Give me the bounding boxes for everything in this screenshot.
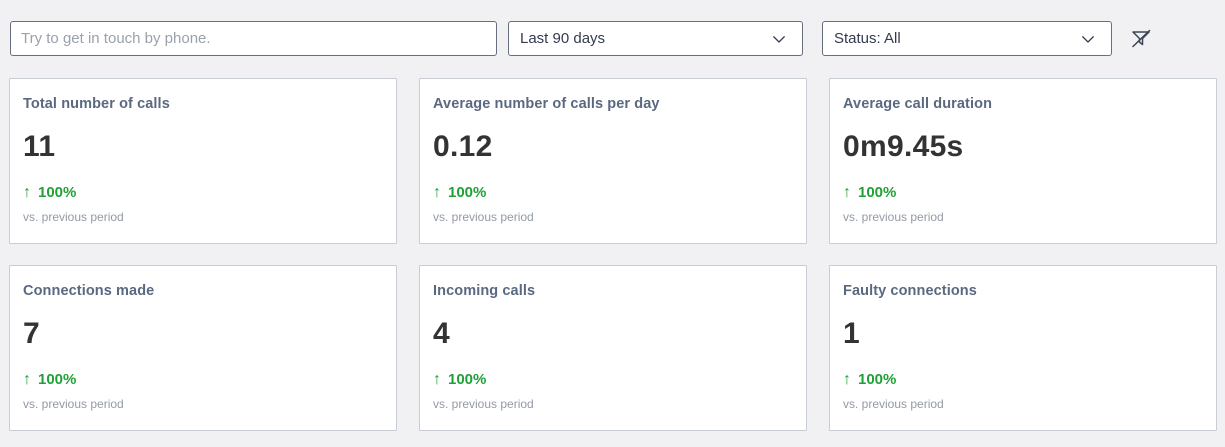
stat-card-delta: ↑ 100% <box>23 371 382 389</box>
stat-card-title: Average number of calls per day <box>433 96 660 112</box>
stat-card-value: 11 <box>23 130 56 163</box>
period-dropdown-value: Last 90 days <box>520 30 606 47</box>
stat-card-delta-value: 100% <box>858 371 897 388</box>
stat-card-value: 1 <box>843 317 860 350</box>
stat-card-caption: vs. previous period <box>843 397 944 411</box>
stat-card-delta-value: 100% <box>448 184 487 201</box>
stat-card-title: Total number of calls <box>23 96 170 112</box>
stat-cards-grid: Total number of calls 11 ↑ 100% vs. prev… <box>9 78 1217 431</box>
chevron-down-icon <box>773 35 785 43</box>
stat-card-avg-calls-per-day: Average number of calls per day 0.12 ↑ 1… <box>419 78 807 244</box>
stat-card-value: 4 <box>433 317 450 350</box>
stat-card-value: 0.12 <box>433 130 493 163</box>
stat-card-delta: ↑ 100% <box>433 371 792 389</box>
stat-card-delta-value: 100% <box>38 371 77 388</box>
status-dropdown-value: Status: All <box>834 30 901 47</box>
status-dropdown[interactable]: Status: All <box>822 21 1112 56</box>
stat-card-faulty-connections: Faulty connections 1 ↑ 100% vs. previous… <box>829 265 1217 431</box>
filter-toolbar: Last 90 days Status: All <box>0 21 1225 56</box>
stat-card-caption: vs. previous period <box>23 210 124 224</box>
clear-filter-button[interactable] <box>1126 24 1156 54</box>
stat-card-delta-value: 100% <box>38 184 77 201</box>
arrow-up-icon: ↑ <box>23 371 31 388</box>
arrow-up-icon: ↑ <box>433 184 441 201</box>
stat-card-caption: vs. previous period <box>23 397 124 411</box>
stat-card-delta: ↑ 100% <box>843 184 1202 202</box>
stat-card-title: Incoming calls <box>433 283 536 299</box>
stat-card-delta: ↑ 100% <box>433 184 792 202</box>
stat-card-delta-value: 100% <box>448 371 487 388</box>
stat-card-avg-call-duration: Average call duration 0m9.45s ↑ 100% vs.… <box>829 78 1217 244</box>
arrow-up-icon: ↑ <box>843 184 851 201</box>
stat-card-delta-value: 100% <box>858 184 897 201</box>
stat-card-delta: ↑ 100% <box>23 184 382 202</box>
arrow-up-icon: ↑ <box>433 371 441 388</box>
stat-card-caption: vs. previous period <box>433 397 534 411</box>
stat-card-title: Connections made <box>23 283 155 299</box>
chevron-down-icon <box>1082 35 1094 43</box>
stat-card-title: Faulty connections <box>843 283 977 299</box>
stat-card-connections-made: Connections made 7 ↑ 100% vs. previous p… <box>9 265 397 431</box>
phone-search-input[interactable] <box>10 21 497 56</box>
stat-card-incoming-calls: Incoming calls 4 ↑ 100% vs. previous per… <box>419 265 807 431</box>
filter-off-icon <box>1132 29 1151 48</box>
stat-card-caption: vs. previous period <box>843 210 944 224</box>
stat-card-value: 7 <box>23 317 40 350</box>
period-dropdown[interactable]: Last 90 days <box>508 21 803 56</box>
arrow-up-icon: ↑ <box>843 371 851 388</box>
stat-card-value: 0m9.45s <box>843 130 964 163</box>
stat-card-delta: ↑ 100% <box>843 371 1202 389</box>
arrow-up-icon: ↑ <box>23 184 31 201</box>
stat-card-title: Average call duration <box>843 96 993 112</box>
stat-card-caption: vs. previous period <box>433 210 534 224</box>
stat-card-total-calls: Total number of calls 11 ↑ 100% vs. prev… <box>9 78 397 244</box>
